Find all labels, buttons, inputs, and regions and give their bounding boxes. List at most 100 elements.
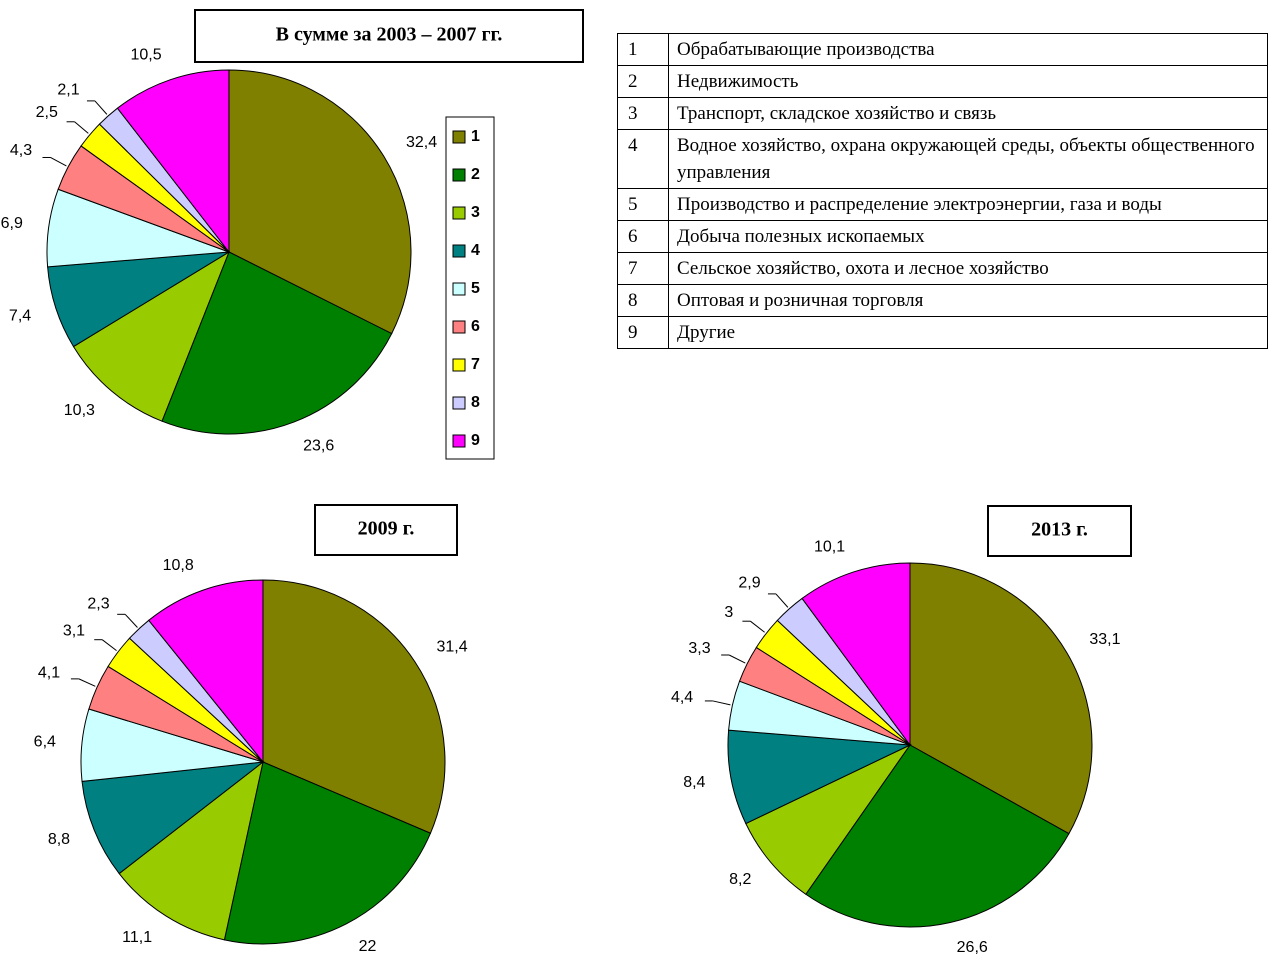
industry-name: Оптовая и розничная торговля: [668, 284, 1268, 317]
legend-label: 8: [471, 394, 480, 411]
legend-swatch: [452, 168, 466, 182]
table-row: 5 Производство и распределение электроэне…: [617, 188, 1268, 221]
value-label: 26,6: [957, 939, 988, 956]
legend-label: 4: [471, 242, 480, 259]
value-label: 8,4: [683, 774, 705, 791]
value-label: 2,9: [738, 575, 760, 592]
industry-name: Другие: [668, 316, 1268, 349]
table-row: 3 Транспорт, складское хозяйство и связь: [617, 97, 1268, 130]
title-box: [987, 505, 1132, 557]
pie-slice: [228, 69, 412, 335]
value-label: 31,4: [436, 638, 467, 655]
pie-slice: [81, 761, 265, 875]
industry-number: 1: [617, 33, 669, 66]
pie-slice: [72, 250, 231, 422]
value-label: 6,9: [1, 215, 23, 232]
pie-slice: [727, 729, 912, 825]
value-label: 4,3: [10, 142, 32, 159]
legend-swatch: [452, 282, 466, 296]
value-label: 4,4: [671, 689, 693, 706]
leader-line: [101, 639, 117, 651]
pie-slice: [262, 579, 446, 834]
table-row: 2 Недвижимость: [617, 65, 1268, 98]
legend-label: 3: [471, 204, 480, 221]
pie-slice: [909, 562, 1093, 835]
title-box: [194, 9, 584, 63]
chart-title: 2013 г.: [1031, 519, 1088, 541]
legend-label: 6: [471, 318, 480, 335]
pie-slice: [148, 579, 264, 764]
title-box: [314, 504, 458, 556]
pie-slice: [118, 760, 264, 941]
legend-swatch: [452, 244, 466, 258]
table-row: 7 Сельское хозяйство, охота и лесное хозя…: [617, 252, 1268, 285]
leader-line: [78, 678, 96, 687]
legend-swatch: [452, 358, 466, 372]
leader-line: [712, 700, 731, 706]
legend-label: 7: [471, 356, 480, 373]
value-label: 10,1: [814, 539, 845, 556]
value-label: 4,1: [38, 664, 60, 681]
leader-line: [728, 654, 746, 664]
industry-name: Обрабатывающие производства: [668, 33, 1268, 66]
legend-swatch: [452, 320, 466, 334]
industry-number: 2: [617, 65, 669, 98]
legend-label: 1: [471, 128, 480, 145]
value-label: 8,2: [729, 871, 751, 888]
value-label: 10,5: [130, 46, 161, 63]
industry-number: 9: [617, 316, 669, 349]
legend-label: 2: [471, 166, 480, 183]
table-row: 9 Другие: [617, 316, 1268, 349]
value-label: 23,6: [303, 438, 334, 455]
value-label: 10,8: [163, 557, 194, 574]
industry-number: 6: [617, 220, 669, 253]
value-label: 32,4: [406, 134, 437, 151]
table-row: 4 Водное хозяйство, охрана окружающей сре…: [617, 129, 1268, 189]
value-label: 6,4: [34, 734, 56, 751]
value-label: 8,8: [48, 831, 70, 848]
pie-slice: [805, 744, 1070, 928]
value-label: 2,3: [87, 595, 109, 612]
value-label: 33,1: [1089, 631, 1120, 648]
industry-name: Транспорт, складское хозяйство и связь: [668, 97, 1268, 130]
pie-slice: [223, 761, 432, 945]
value-label: 10,3: [64, 402, 95, 419]
industry-name: Добыча полезных ископаемых: [668, 220, 1268, 253]
value-label: 3: [724, 604, 733, 621]
industry-number: 5: [617, 188, 669, 221]
pie-slice: [116, 69, 230, 254]
legend-swatch: [452, 206, 466, 220]
value-label: 2,5: [36, 104, 58, 121]
leader-line: [74, 121, 89, 134]
industry-number: 4: [617, 129, 669, 189]
value-label: 3,1: [63, 622, 85, 639]
value-label: 22: [359, 938, 377, 955]
legend-table: 1 Обрабатывающие производства 2 Недвижимост…: [617, 33, 1268, 349]
legend-swatch: [452, 434, 466, 448]
leader-line: [750, 620, 765, 633]
pie-slice: [745, 743, 912, 895]
industry-number: 8: [617, 284, 669, 317]
legend-label: 5: [471, 280, 480, 297]
chart-title: 2009 г.: [358, 518, 415, 540]
industry-name: Водное хозяйство, охрана окружающей сред…: [668, 129, 1268, 189]
industry-name: Недвижимость: [668, 65, 1268, 98]
industry-number: 3: [617, 97, 669, 130]
legend-label: 9: [471, 432, 480, 449]
legend-swatch: [452, 130, 466, 144]
legend-swatch: [452, 396, 466, 410]
pie-slice: [161, 251, 393, 435]
table-row: 1 Обрабатывающие производства: [617, 33, 1268, 66]
leader-line: [124, 613, 138, 628]
industry-name: Сельское хозяйство, охота и лесное хозяй…: [668, 252, 1268, 285]
chart-title: В сумме за 2003 – 2007 гг.: [276, 24, 503, 46]
value-label: 2,1: [57, 82, 79, 99]
value-label: 11,1: [122, 929, 152, 946]
leader-line: [94, 100, 108, 115]
industry-name: Производство и распределение электроэнер…: [668, 188, 1268, 221]
leader-line: [50, 157, 67, 167]
leader-line: [775, 593, 789, 608]
industry-number: 7: [617, 252, 669, 285]
